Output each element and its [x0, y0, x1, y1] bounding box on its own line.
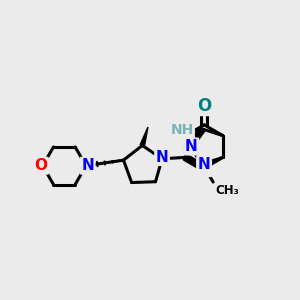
Text: N: N [198, 157, 211, 172]
Text: N: N [81, 158, 94, 173]
Text: N: N [198, 161, 211, 176]
Text: NH: NH [170, 123, 194, 137]
Text: O: O [34, 158, 47, 173]
Text: N: N [185, 139, 198, 154]
Polygon shape [140, 127, 148, 146]
Text: N: N [156, 150, 168, 165]
Text: O: O [197, 97, 211, 115]
Text: CH₃: CH₃ [215, 184, 238, 197]
